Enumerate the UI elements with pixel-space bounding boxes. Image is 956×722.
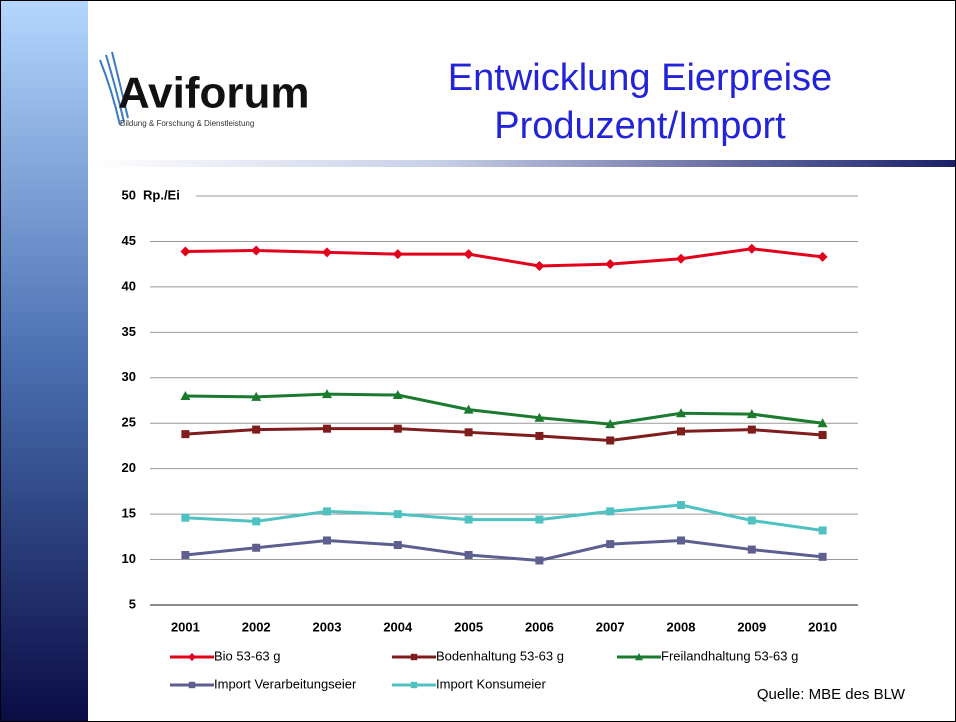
marker [746,243,757,254]
y-tick-label: 20 [122,460,136,475]
title-line: Entwicklung Eierpreise [448,57,832,99]
marker [606,507,615,516]
marker [677,536,685,545]
marker [818,552,827,561]
y-tick-label: 5 [129,596,136,611]
y-label-bg [140,187,196,205]
x-tick-label: 2008 [667,619,696,634]
marker [818,431,827,440]
source: Quelle: MBE des BLW [757,686,906,703]
side-bar [0,0,88,722]
marker [534,260,545,271]
divider [88,160,956,167]
y-tick-label: 50 [122,187,136,202]
marker [818,526,827,535]
marker [322,247,332,258]
marker [535,431,544,440]
marker [180,390,191,400]
logo-text: Aviforum [118,69,310,118]
marker [393,541,402,550]
marker [252,543,261,552]
marker [252,425,261,434]
marker [464,515,473,524]
y-tick-label: 10 [122,551,136,566]
x-tick-label: 2006 [525,619,554,634]
marker [392,390,403,400]
marker [323,536,331,545]
series-line [185,427,823,442]
marker [181,430,190,439]
x-tick-label: 2005 [454,619,483,634]
marker [393,424,402,433]
series-line [185,247,823,268]
legend-label: Freilandhaltung 53-63 g [661,648,798,663]
marker [747,425,756,434]
marker [188,653,196,661]
marker [323,507,331,516]
y-tick-label: 25 [122,415,136,430]
title-line: Produzent/Import [494,105,786,147]
y-tick-label: 15 [122,506,136,521]
y-tick-label: 45 [122,233,136,248]
series-line [185,392,823,426]
marker [180,246,191,257]
legend-label: Bodenhaltung 53-63 g [436,648,564,663]
series-line [185,503,823,532]
x-tick-label: 2003 [313,619,342,634]
marker [535,515,544,524]
marker [676,253,686,264]
x-tick-label: 2010 [808,619,837,634]
marker [181,551,190,560]
x-tick-label: 2001 [171,619,200,634]
series-line [185,538,823,562]
marker [534,412,545,422]
x-tick-label: 2002 [242,619,271,634]
marker [188,681,196,689]
x-tick-label: 2007 [596,619,625,634]
x-tick-label: 2004 [383,619,413,634]
marker [605,259,616,270]
marker [606,540,615,549]
marker [463,249,474,260]
marker [181,513,190,522]
y-tick-label: 30 [122,369,136,384]
y-tick-label: 40 [122,278,136,293]
marker [393,510,402,519]
marker [392,249,403,260]
logo-tagline: Bildung & Forschung & Dienstleistung [120,119,254,128]
marker [677,501,685,510]
marker [746,409,757,419]
marker [677,427,685,436]
marker [323,424,331,433]
marker [464,551,473,560]
marker [606,436,615,445]
marker [635,653,643,661]
x-tick-label: 2009 [737,619,766,634]
marker [251,391,262,401]
marker [747,516,756,525]
legend-label: Import Konsumeier [436,676,546,691]
marker [747,545,756,554]
marker [605,419,616,429]
marker [535,556,544,565]
marker [252,517,261,526]
marker [410,681,418,689]
marker [464,428,473,437]
marker [251,245,262,256]
marker [322,389,332,399]
marker [817,418,828,428]
marker [410,653,418,661]
y-tick-label: 35 [122,324,136,339]
marker [463,404,474,414]
legend-label: Import Verarbeitungseier [214,676,357,691]
logo-feathers [99,51,129,126]
y-axis-label: Rp./Ei [143,187,180,202]
legend-label: Bio 53-63 g [214,648,281,663]
marker [817,251,828,262]
marker [676,408,686,418]
